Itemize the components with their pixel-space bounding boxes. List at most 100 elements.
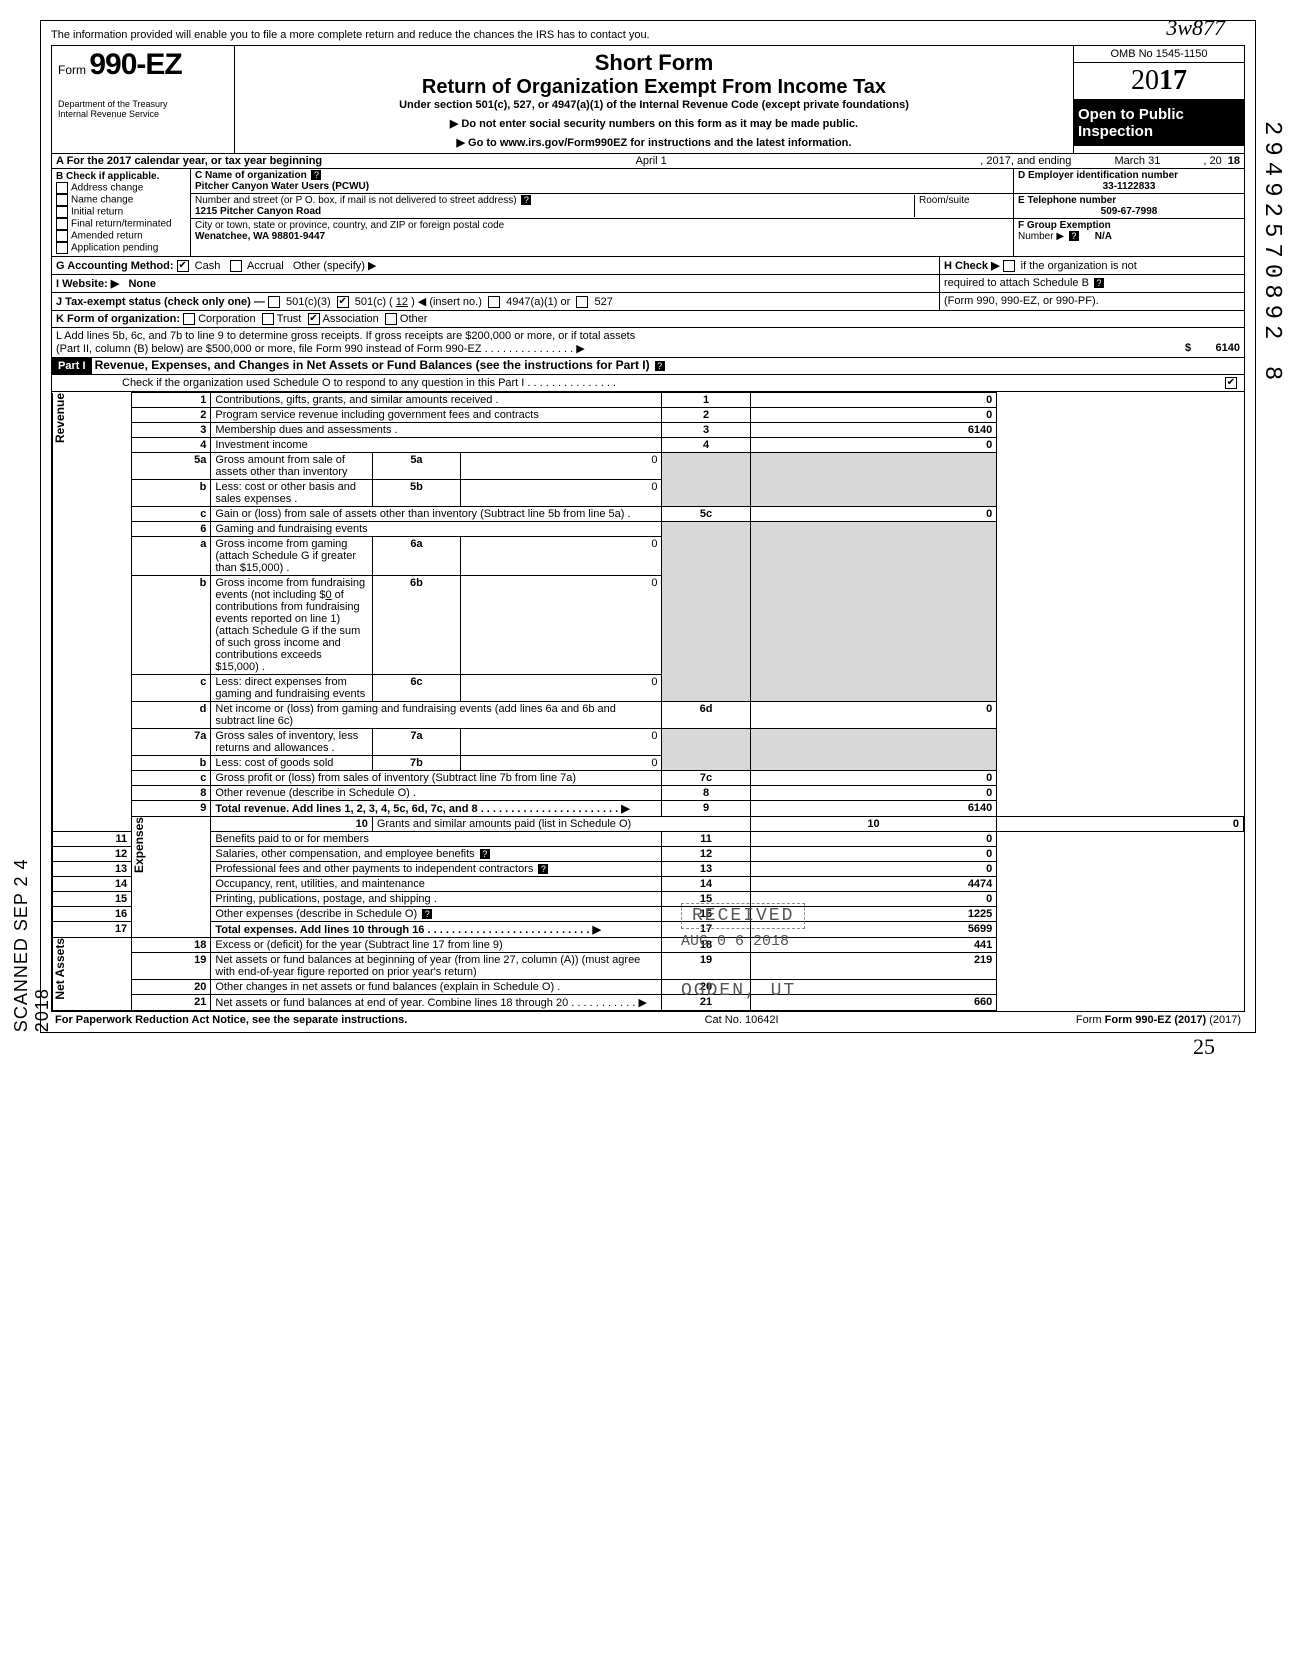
line8-amt: 0 bbox=[750, 786, 997, 801]
line18-desc: Excess or (deficit) for the year (Subtra… bbox=[215, 939, 502, 951]
line12-amt: 0 bbox=[750, 847, 997, 862]
help-icon[interactable]: ? bbox=[538, 864, 548, 874]
row-i: I Website: ▶ None required to attach Sch… bbox=[51, 275, 1245, 293]
line21-amt: 660 bbox=[750, 995, 997, 1011]
chk-4947[interactable] bbox=[488, 296, 500, 308]
g-cash: Cash bbox=[195, 260, 221, 272]
b-item3: Final return/terminated bbox=[71, 219, 172, 230]
help-icon[interactable]: ? bbox=[1069, 231, 1079, 241]
j-501c3: 501(c)(3) bbox=[286, 296, 331, 308]
part1-table: Revenue 1 Contributions, gifts, grants, … bbox=[52, 392, 1244, 1011]
line10-desc: Grants and similar amounts paid (list in… bbox=[377, 818, 631, 830]
chk-final-return[interactable] bbox=[56, 218, 68, 230]
line2-desc: Program service revenue including govern… bbox=[215, 409, 538, 421]
line1-desc: Contributions, gifts, grants, and simila… bbox=[215, 394, 498, 406]
line14-amt: 4474 bbox=[750, 877, 997, 892]
chk-501c3[interactable] bbox=[268, 296, 280, 308]
line9-amt: 6140 bbox=[750, 801, 997, 817]
chk-assoc[interactable]: ✔ bbox=[308, 313, 320, 325]
h-label1: H Check ▶ bbox=[944, 260, 1000, 272]
help-icon[interactable]: ? bbox=[422, 909, 432, 919]
line4-amt: 0 bbox=[750, 438, 997, 453]
j-4947: 4947(a)(1) or bbox=[506, 296, 570, 308]
chk-address-change[interactable] bbox=[56, 182, 68, 194]
g-label: G Accounting Method: bbox=[56, 260, 174, 272]
end-year: 18 bbox=[1228, 155, 1240, 167]
form-subtitle: Under section 501(c), 527, or 4947(a)(1)… bbox=[241, 99, 1067, 111]
form-footer-id: Form Form 990-EZ (2017) (2017) bbox=[1076, 1014, 1241, 1026]
help-icon[interactable]: ? bbox=[521, 195, 531, 205]
k-trust: Trust bbox=[277, 313, 302, 325]
chk-corp[interactable] bbox=[183, 313, 195, 325]
addr-label: Number and street (or P O. box, if mail … bbox=[195, 195, 517, 206]
short-form-label: Short Form bbox=[241, 50, 1067, 76]
l-text2: (Part II, column (B) below) are $500,000… bbox=[56, 343, 585, 355]
help-icon[interactable]: ? bbox=[655, 361, 665, 371]
chk-amended[interactable] bbox=[56, 230, 68, 242]
end-date: March 31 bbox=[1077, 155, 1197, 167]
line16-desc: Other expenses (describe in Schedule O) bbox=[215, 908, 417, 920]
ein: 33-1122833 bbox=[1018, 181, 1240, 192]
form-title: Return of Organization Exempt From Incom… bbox=[241, 76, 1067, 99]
chk-501c[interactable]: ✔ bbox=[337, 296, 349, 308]
h-text2: if the organization is not bbox=[1021, 260, 1137, 272]
form-prefix: Form bbox=[58, 63, 86, 77]
line1-amt: 0 bbox=[750, 393, 997, 408]
line6a-sub: 6a bbox=[372, 537, 460, 576]
line13-desc: Professional fees and other payments to … bbox=[215, 863, 533, 875]
help-icon[interactable]: ? bbox=[311, 170, 321, 180]
line3-desc: Membership dues and assessments . bbox=[215, 424, 397, 436]
line-a-label: A For the 2017 calendar year, or tax yea… bbox=[56, 155, 322, 167]
line6a-sv: 0 bbox=[461, 537, 662, 576]
chk-initial-return[interactable] bbox=[56, 206, 68, 218]
chk-pending[interactable] bbox=[56, 242, 68, 254]
line5c-amt: 0 bbox=[750, 507, 997, 522]
b-item4: Amended return bbox=[71, 231, 143, 242]
open-line1: Open to Public bbox=[1078, 106, 1240, 123]
line7a-desc: Gross sales of inventory, less returns a… bbox=[215, 730, 358, 754]
help-icon[interactable]: ? bbox=[480, 849, 490, 859]
line5b-sv: 0 bbox=[461, 480, 662, 507]
e-label: E Telephone number bbox=[1018, 195, 1240, 206]
line6a-desc: Gross income from gaming (attach Schedul… bbox=[215, 538, 356, 574]
line2-amt: 0 bbox=[750, 408, 997, 423]
line6-desc: Gaming and fundraising events bbox=[215, 523, 367, 535]
chk-other[interactable] bbox=[385, 313, 397, 325]
l-amount: 6140 bbox=[1216, 342, 1240, 354]
g-other: Other (specify) ▶ bbox=[293, 260, 377, 272]
header-mid: Short Form Return of Organization Exempt… bbox=[235, 46, 1074, 153]
chk-accrual[interactable] bbox=[230, 260, 242, 272]
l-text1: L Add lines 5b, 6c, and 7b to line 9 to … bbox=[56, 330, 1240, 342]
page-footer: For Paperwork Reduction Act Notice, see … bbox=[51, 1012, 1245, 1028]
line6c-desc: Less: direct expenses from gaming and fu… bbox=[215, 676, 365, 700]
chk-cash[interactable]: ✔ bbox=[177, 260, 189, 272]
line16-amt: 1225 bbox=[750, 907, 997, 922]
line18-amt: 441 bbox=[750, 938, 997, 953]
expenses-label: Expenses bbox=[132, 817, 148, 873]
help-icon[interactable]: ? bbox=[1094, 278, 1104, 288]
chk-schedule-o[interactable]: ✔ bbox=[1225, 377, 1237, 389]
b-header: B Check if applicable. bbox=[56, 171, 186, 182]
org-name: Pitcher Canyon Water Users (PCWU) bbox=[195, 181, 369, 192]
chk-trust[interactable] bbox=[262, 313, 274, 325]
year-outline: 20 bbox=[1131, 65, 1159, 96]
line6b-sv: 0 bbox=[461, 576, 662, 675]
line14-desc: Occupancy, rent, utilities, and maintena… bbox=[215, 878, 425, 890]
chk-schedule-b[interactable] bbox=[1003, 260, 1015, 272]
line7b-sv: 0 bbox=[461, 756, 662, 771]
line6b-sub: 6b bbox=[372, 576, 460, 675]
line7c-desc: Gross profit or (loss) from sales of inv… bbox=[215, 772, 576, 784]
b-item1: Name change bbox=[71, 195, 133, 206]
chk-name-change[interactable] bbox=[56, 194, 68, 206]
line7b-desc: Less: cost of goods sold bbox=[215, 757, 333, 769]
part1-title: Revenue, Expenses, and Changes in Net As… bbox=[95, 358, 650, 372]
revenue-label: Revenue bbox=[53, 393, 69, 443]
line3-amt: 6140 bbox=[750, 423, 997, 438]
goto-url: ▶ Go to www.irs.gov/Form990EZ for instru… bbox=[241, 136, 1067, 149]
line-a: A For the 2017 calendar year, or tax yea… bbox=[51, 154, 1245, 169]
line5b-desc: Less: cost or other basis and sales expe… bbox=[215, 481, 356, 505]
row-j: J Tax-exempt status (check only one) — 5… bbox=[51, 293, 1245, 311]
dln-stamp: 29492570892 8 bbox=[1258, 121, 1285, 386]
chk-527[interactable] bbox=[576, 296, 588, 308]
line17-amt: 5699 bbox=[750, 922, 997, 938]
